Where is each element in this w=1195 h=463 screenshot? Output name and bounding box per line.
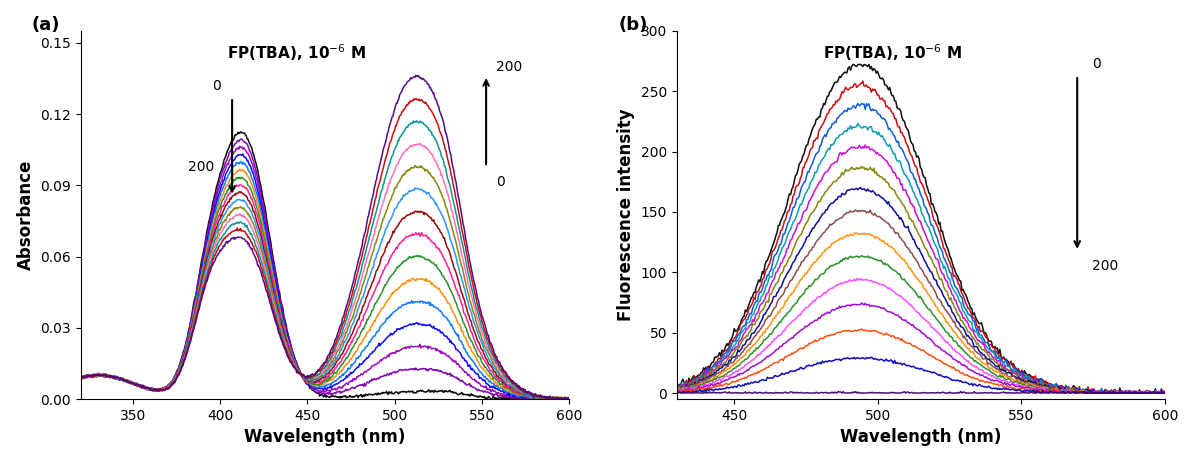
Text: 200: 200 bbox=[496, 60, 522, 75]
Text: (b): (b) bbox=[618, 16, 648, 34]
Text: 0: 0 bbox=[213, 79, 221, 93]
Text: FP(TBA), 10$^{-6}$ M: FP(TBA), 10$^{-6}$ M bbox=[823, 42, 962, 63]
Y-axis label: Fluorescence intensity: Fluorescence intensity bbox=[617, 109, 635, 321]
Text: 200: 200 bbox=[1092, 259, 1119, 273]
X-axis label: Wavelength (nm): Wavelength (nm) bbox=[244, 428, 405, 446]
Text: FP(TBA), 10$^{-6}$ M: FP(TBA), 10$^{-6}$ M bbox=[227, 42, 367, 63]
Text: 0: 0 bbox=[1092, 57, 1101, 71]
Text: 200: 200 bbox=[188, 160, 214, 174]
Text: 0: 0 bbox=[496, 175, 504, 188]
X-axis label: Wavelength (nm): Wavelength (nm) bbox=[840, 428, 1001, 446]
Y-axis label: Absorbance: Absorbance bbox=[17, 160, 35, 270]
Text: (a): (a) bbox=[32, 16, 61, 34]
